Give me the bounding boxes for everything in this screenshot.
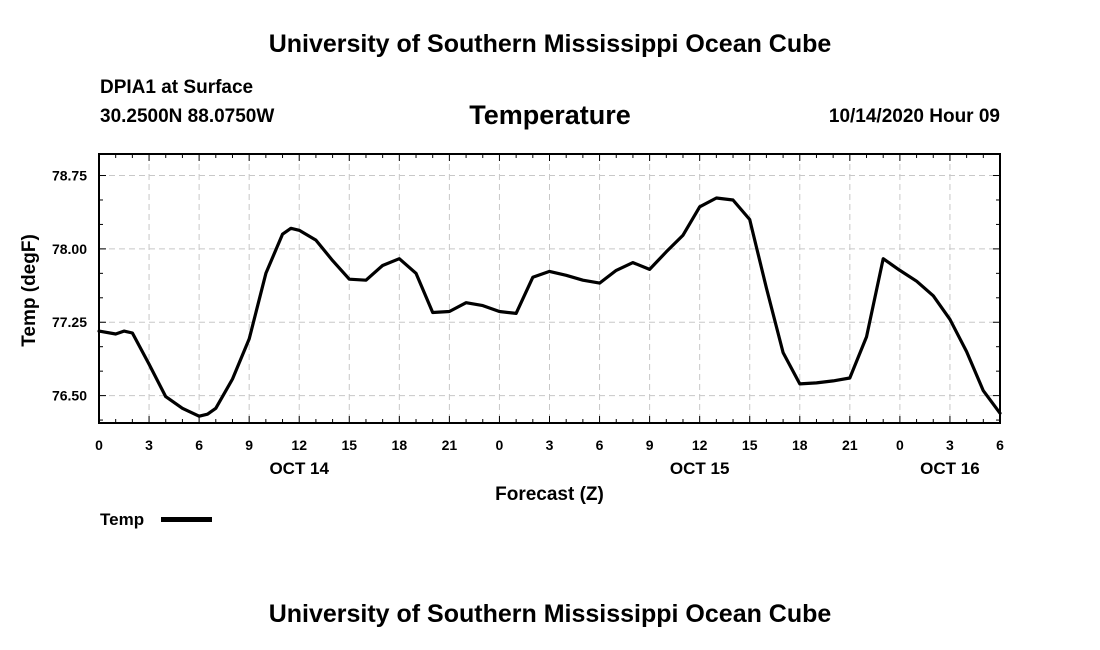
- coordinates-label: 30.2500N 88.0750W: [100, 106, 275, 127]
- x-tick-label: 21: [842, 437, 858, 453]
- series-line-temp: [97, 196, 1002, 418]
- footer-title: University of Southern Mississippi Ocean…: [268, 600, 832, 628]
- date-label: OCT 14: [269, 459, 329, 478]
- x-tick-label: 18: [792, 437, 808, 453]
- station-label: DPIA1 at Surface: [100, 77, 254, 98]
- x-tick-label: 0: [496, 437, 504, 453]
- series-layer: [97, 196, 1002, 418]
- grid-layer: [99, 154, 1000, 423]
- x-tick-label: 6: [996, 437, 1004, 453]
- y-tick-label: 76.50: [52, 388, 87, 404]
- x-tick-label: 18: [392, 437, 408, 453]
- x-tick-label: 6: [195, 437, 203, 453]
- y-axis-title: Temp (degF): [19, 234, 40, 347]
- chart-title: Temperature: [469, 100, 631, 130]
- x-tick-label: 9: [646, 437, 654, 453]
- date-label: OCT 16: [920, 459, 980, 478]
- x-tick-label: 12: [291, 437, 307, 453]
- x-tick-label: 12: [692, 437, 708, 453]
- x-tick-label: 6: [596, 437, 604, 453]
- x-tick-label: 21: [442, 437, 458, 453]
- label-layer: 0 3 6 9 12 15 18 21 0 3 6 9 12 15 18 21 0 3 6 76.50 77.25 78.…: [19, 168, 1004, 505]
- y-tick-label: 77.25: [52, 314, 87, 330]
- page-title: University of Southern Mississippi Ocean…: [268, 30, 832, 58]
- x-tick-label: 15: [742, 437, 758, 453]
- legend-swatch: [161, 517, 212, 522]
- x-tick-label: 15: [341, 437, 357, 453]
- date-label: OCT 15: [670, 459, 730, 478]
- x-tick-label: 0: [95, 437, 103, 453]
- tick-layer: [98, 154, 1001, 423]
- x-tick-label: 3: [145, 437, 153, 453]
- y-tick-label: 78.00: [52, 241, 87, 257]
- x-tick-label: 3: [546, 437, 554, 453]
- x-tick-label: 9: [245, 437, 253, 453]
- y-tick-label: 78.75: [52, 168, 87, 184]
- x-axis-title: Forecast (Z): [495, 484, 604, 505]
- legend-label: Temp: [100, 510, 145, 529]
- x-tick-label: 0: [896, 437, 904, 453]
- datetime-label: 10/14/2020 Hour 09: [828, 106, 1000, 127]
- x-tick-label: 3: [946, 437, 954, 453]
